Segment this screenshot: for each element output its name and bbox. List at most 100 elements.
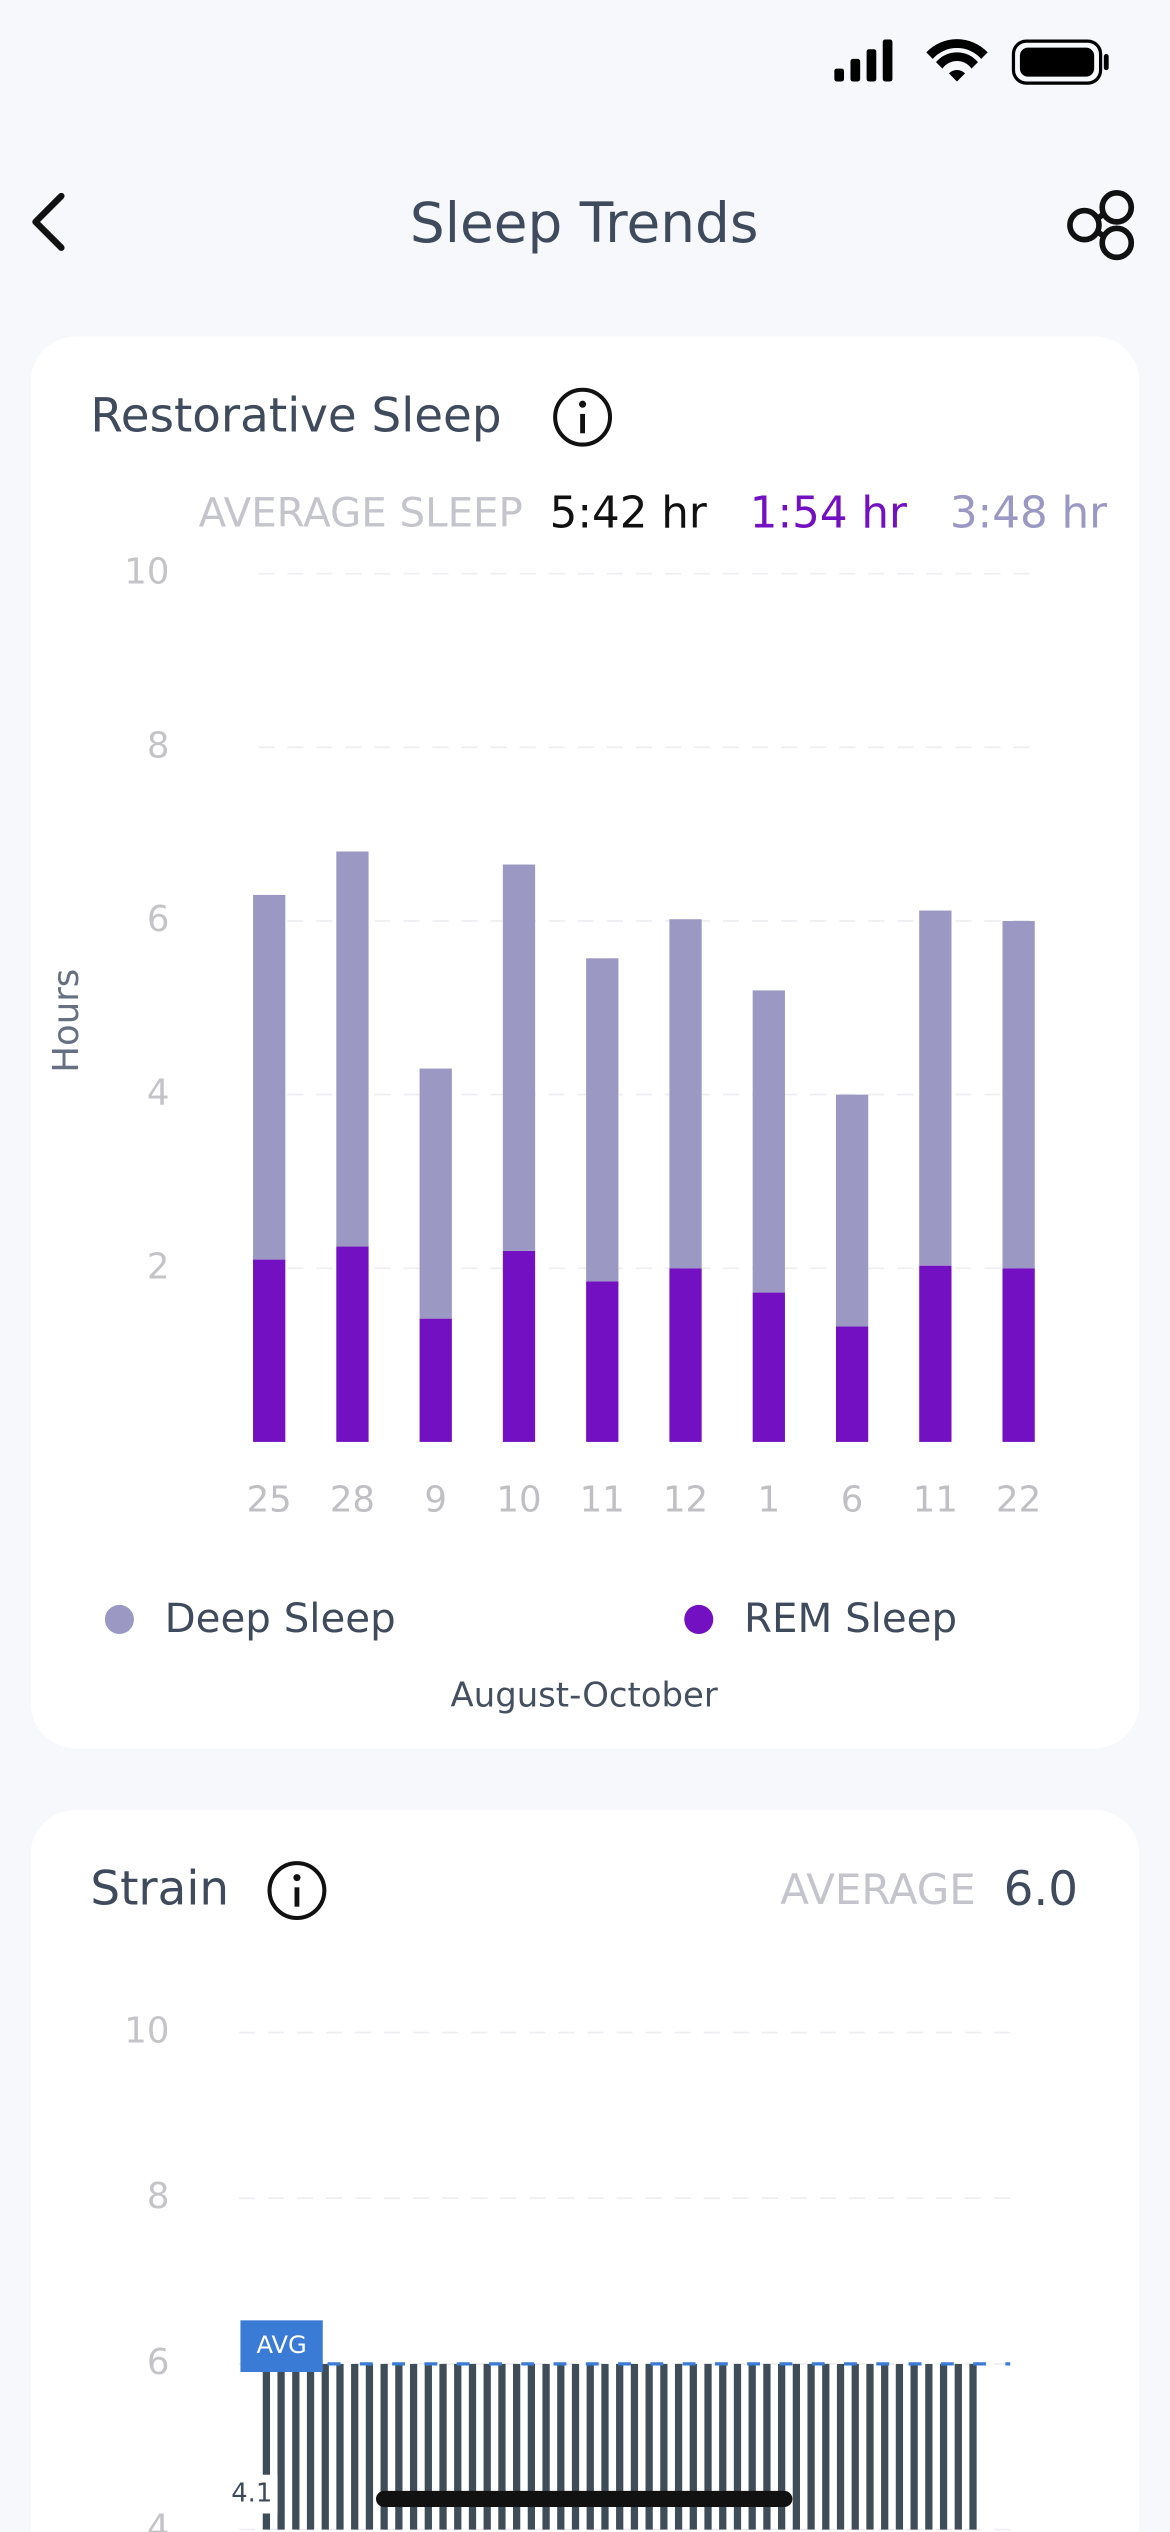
- bar: [866, 2363, 874, 2530]
- x-tick-label: 6: [841, 1480, 864, 1521]
- x-tick-label: 9: [424, 1480, 447, 1521]
- bar: [704, 2363, 712, 2530]
- bar: [822, 2363, 830, 2530]
- x-tick-label: 1: [758, 1480, 781, 1521]
- bar-segment: [1002, 920, 1035, 1269]
- y-tick-label: 4: [147, 1073, 170, 1114]
- status-bar: [834, 39, 1109, 85]
- bar: [586, 2363, 594, 2530]
- bar: [939, 2363, 948, 2530]
- bar: [542, 2363, 550, 2530]
- bar-segment: [253, 1259, 286, 1442]
- y-tick-label: 6: [147, 899, 170, 940]
- bar-segment: [752, 1292, 785, 1442]
- bar: [778, 2363, 786, 2530]
- bar: [424, 2363, 432, 2530]
- x-axis-label: August-October: [451, 1675, 718, 1714]
- bar: [763, 2363, 771, 2530]
- share-button[interactable]: [1067, 190, 1135, 261]
- x-tick-label: 28: [330, 1480, 375, 1521]
- bar-segment: [419, 1318, 452, 1442]
- bar: [380, 2363, 388, 2530]
- bar-segment: [835, 1094, 869, 1327]
- info-icon[interactable]: [553, 387, 613, 447]
- bar: [557, 2363, 565, 2530]
- min-badge-label: 4.1: [231, 2479, 272, 2509]
- average-value: 6.0: [1004, 1863, 1078, 1917]
- legend-marker: [684, 1604, 714, 1634]
- bar: [748, 2363, 756, 2530]
- bar: [733, 2363, 742, 2530]
- average-badge: [240, 2320, 323, 2372]
- y-tick-label: 10: [124, 552, 169, 593]
- bar: [630, 2363, 639, 2530]
- bar-segment: [336, 851, 369, 1247]
- y-tick-label: 10: [124, 2011, 169, 2052]
- bar: [954, 2363, 962, 2530]
- back-button[interactable]: [32, 192, 65, 251]
- page-title: Sleep Trends: [410, 191, 759, 255]
- bar: [292, 2363, 300, 2530]
- average-deep: 3:48 hr: [950, 489, 1107, 539]
- bar-segment: [835, 1326, 869, 1442]
- legend-label: REM Sleep: [744, 1595, 957, 1642]
- bar: [571, 2363, 580, 2530]
- bar-segment: [502, 1250, 536, 1442]
- y-axis-label: Hours: [46, 969, 87, 1073]
- bar-segment: [419, 1068, 452, 1319]
- average-badge-label: AVG: [256, 2331, 306, 2359]
- bar: [498, 2363, 506, 2530]
- info-icon[interactable]: [267, 1861, 327, 1920]
- bar: [616, 2363, 624, 2530]
- card-title: Restorative Sleep: [90, 389, 501, 443]
- y-tick-label: 8: [147, 2176, 170, 2217]
- bar: [851, 2363, 859, 2530]
- bar: [660, 2363, 668, 2530]
- x-tick-label: 25: [247, 1480, 292, 1521]
- y-tick-label: 6: [147, 2342, 170, 2383]
- x-tick-label: 10: [496, 1480, 541, 1521]
- bar: [439, 2363, 447, 2530]
- bar-segment: [586, 1281, 619, 1442]
- bar: [306, 2363, 315, 2530]
- bar: [645, 2363, 653, 2530]
- bar: [792, 2363, 800, 2530]
- bar: [395, 2363, 403, 2530]
- bar: [409, 2363, 418, 2530]
- bar: [910, 2363, 918, 2530]
- average-row: AVERAGE SLEEP 5:42 hr 1:54 hr 3:48 hr: [199, 489, 1108, 539]
- bar: [321, 2363, 329, 2530]
- average-rem: 1:54 hr: [750, 489, 907, 539]
- bar: [483, 2363, 491, 2530]
- bar: [601, 2363, 609, 2530]
- x-tick-label: 11: [580, 1480, 625, 1521]
- min-badge: [225, 2474, 278, 2514]
- bar: [513, 2363, 521, 2530]
- bar-segment: [586, 958, 619, 1282]
- x-tick-label: 11: [913, 1480, 958, 1521]
- average-label: AVERAGE: [780, 1865, 976, 1914]
- bar-segment: [669, 919, 702, 1269]
- bar: [969, 2363, 977, 2530]
- card-title: Strain: [90, 1863, 229, 1917]
- bar: [262, 2363, 271, 2530]
- legend-marker: [104, 1604, 134, 1634]
- bar: [719, 2363, 727, 2530]
- bar: [351, 2363, 359, 2530]
- legend-label: Deep Sleep: [165, 1595, 396, 1642]
- bar: [454, 2363, 462, 2530]
- average-total: 5:42 hr: [550, 489, 707, 539]
- bar: [336, 2363, 344, 2530]
- bar: [674, 2363, 683, 2530]
- bar-segment: [919, 910, 952, 1266]
- bar: [895, 2363, 904, 2530]
- bar-segment: [669, 1268, 702, 1442]
- bar-segment: [919, 1265, 952, 1442]
- home-indicator: [376, 2490, 793, 2508]
- bar: [365, 2363, 374, 2530]
- x-tick-label: 12: [663, 1480, 708, 1521]
- average-row: AVERAGE 6.0: [780, 1863, 1078, 1917]
- bar-segment: [502, 864, 536, 1251]
- bar: [807, 2363, 815, 2530]
